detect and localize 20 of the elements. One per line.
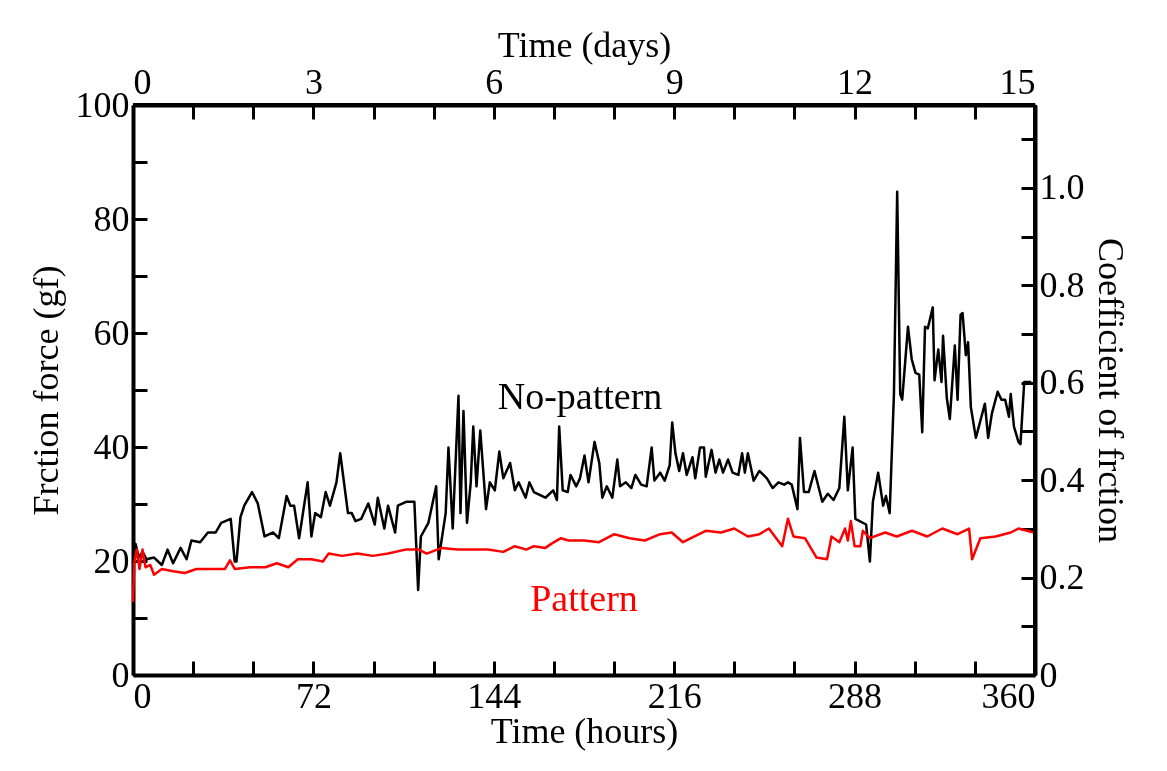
y-tick-label: 100 xyxy=(75,84,130,125)
y2-axis-title: Coefficient of frction xyxy=(1090,237,1131,544)
x2-tick-label: 12 xyxy=(837,61,874,102)
y2-tick-label: 0.2 xyxy=(1039,557,1085,598)
y-tick-label: 20 xyxy=(93,540,130,581)
y-tick-label: 60 xyxy=(93,312,130,353)
y-tick-label: 80 xyxy=(93,198,130,239)
x-tick-label: 360 xyxy=(981,675,1036,716)
y2-tick-label: 0.8 xyxy=(1039,264,1085,305)
y-axis-title: Frction force (gf) xyxy=(25,265,66,516)
x-tick-label: 288 xyxy=(828,675,883,716)
series-label: No-pattern xyxy=(497,375,663,418)
y2-tick-label: 1.0 xyxy=(1039,167,1085,208)
x2-tick-label: 3 xyxy=(304,61,323,102)
series-label: Pattern xyxy=(530,577,638,620)
x2-tick-label: 15 xyxy=(999,61,1036,102)
x-tick-label: 72 xyxy=(295,675,332,716)
y2-tick-label: 0.4 xyxy=(1039,459,1085,500)
y-tick-label: 40 xyxy=(93,426,130,467)
y2-tick-label: 0.6 xyxy=(1039,362,1085,403)
